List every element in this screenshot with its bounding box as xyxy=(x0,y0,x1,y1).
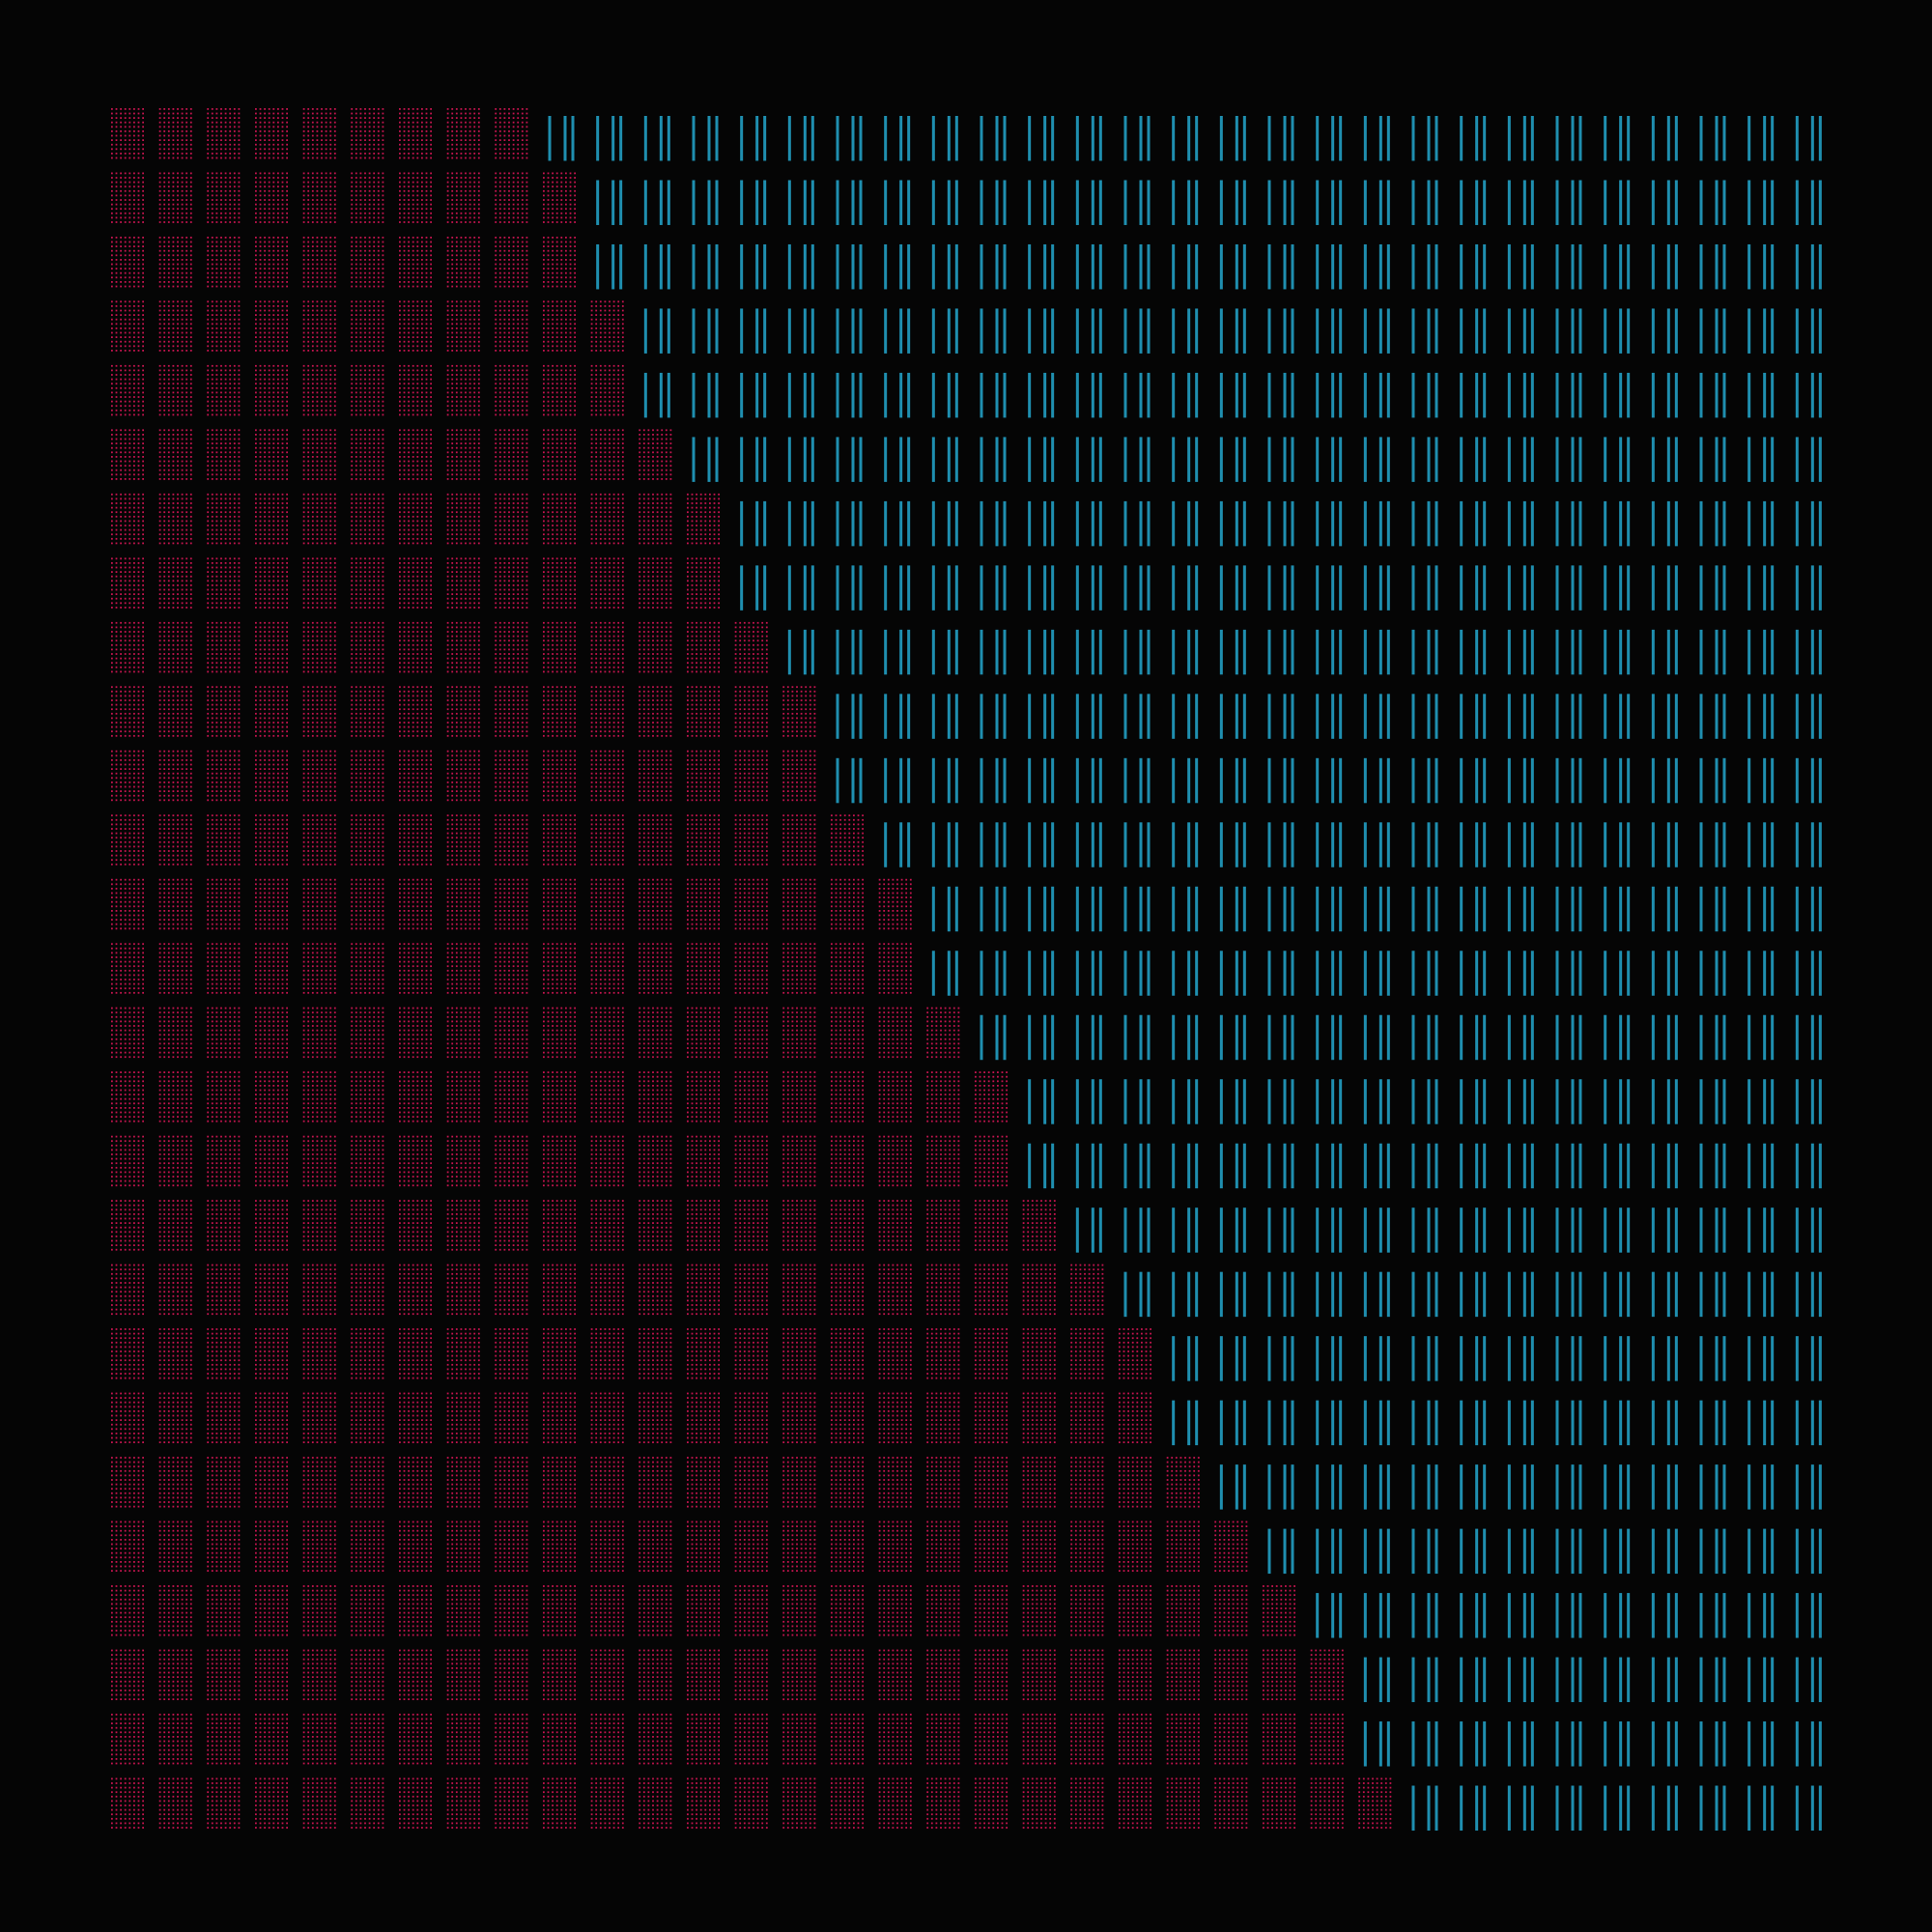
glyph-mosaic-artwork xyxy=(0,0,1932,1932)
background xyxy=(0,0,1932,1932)
